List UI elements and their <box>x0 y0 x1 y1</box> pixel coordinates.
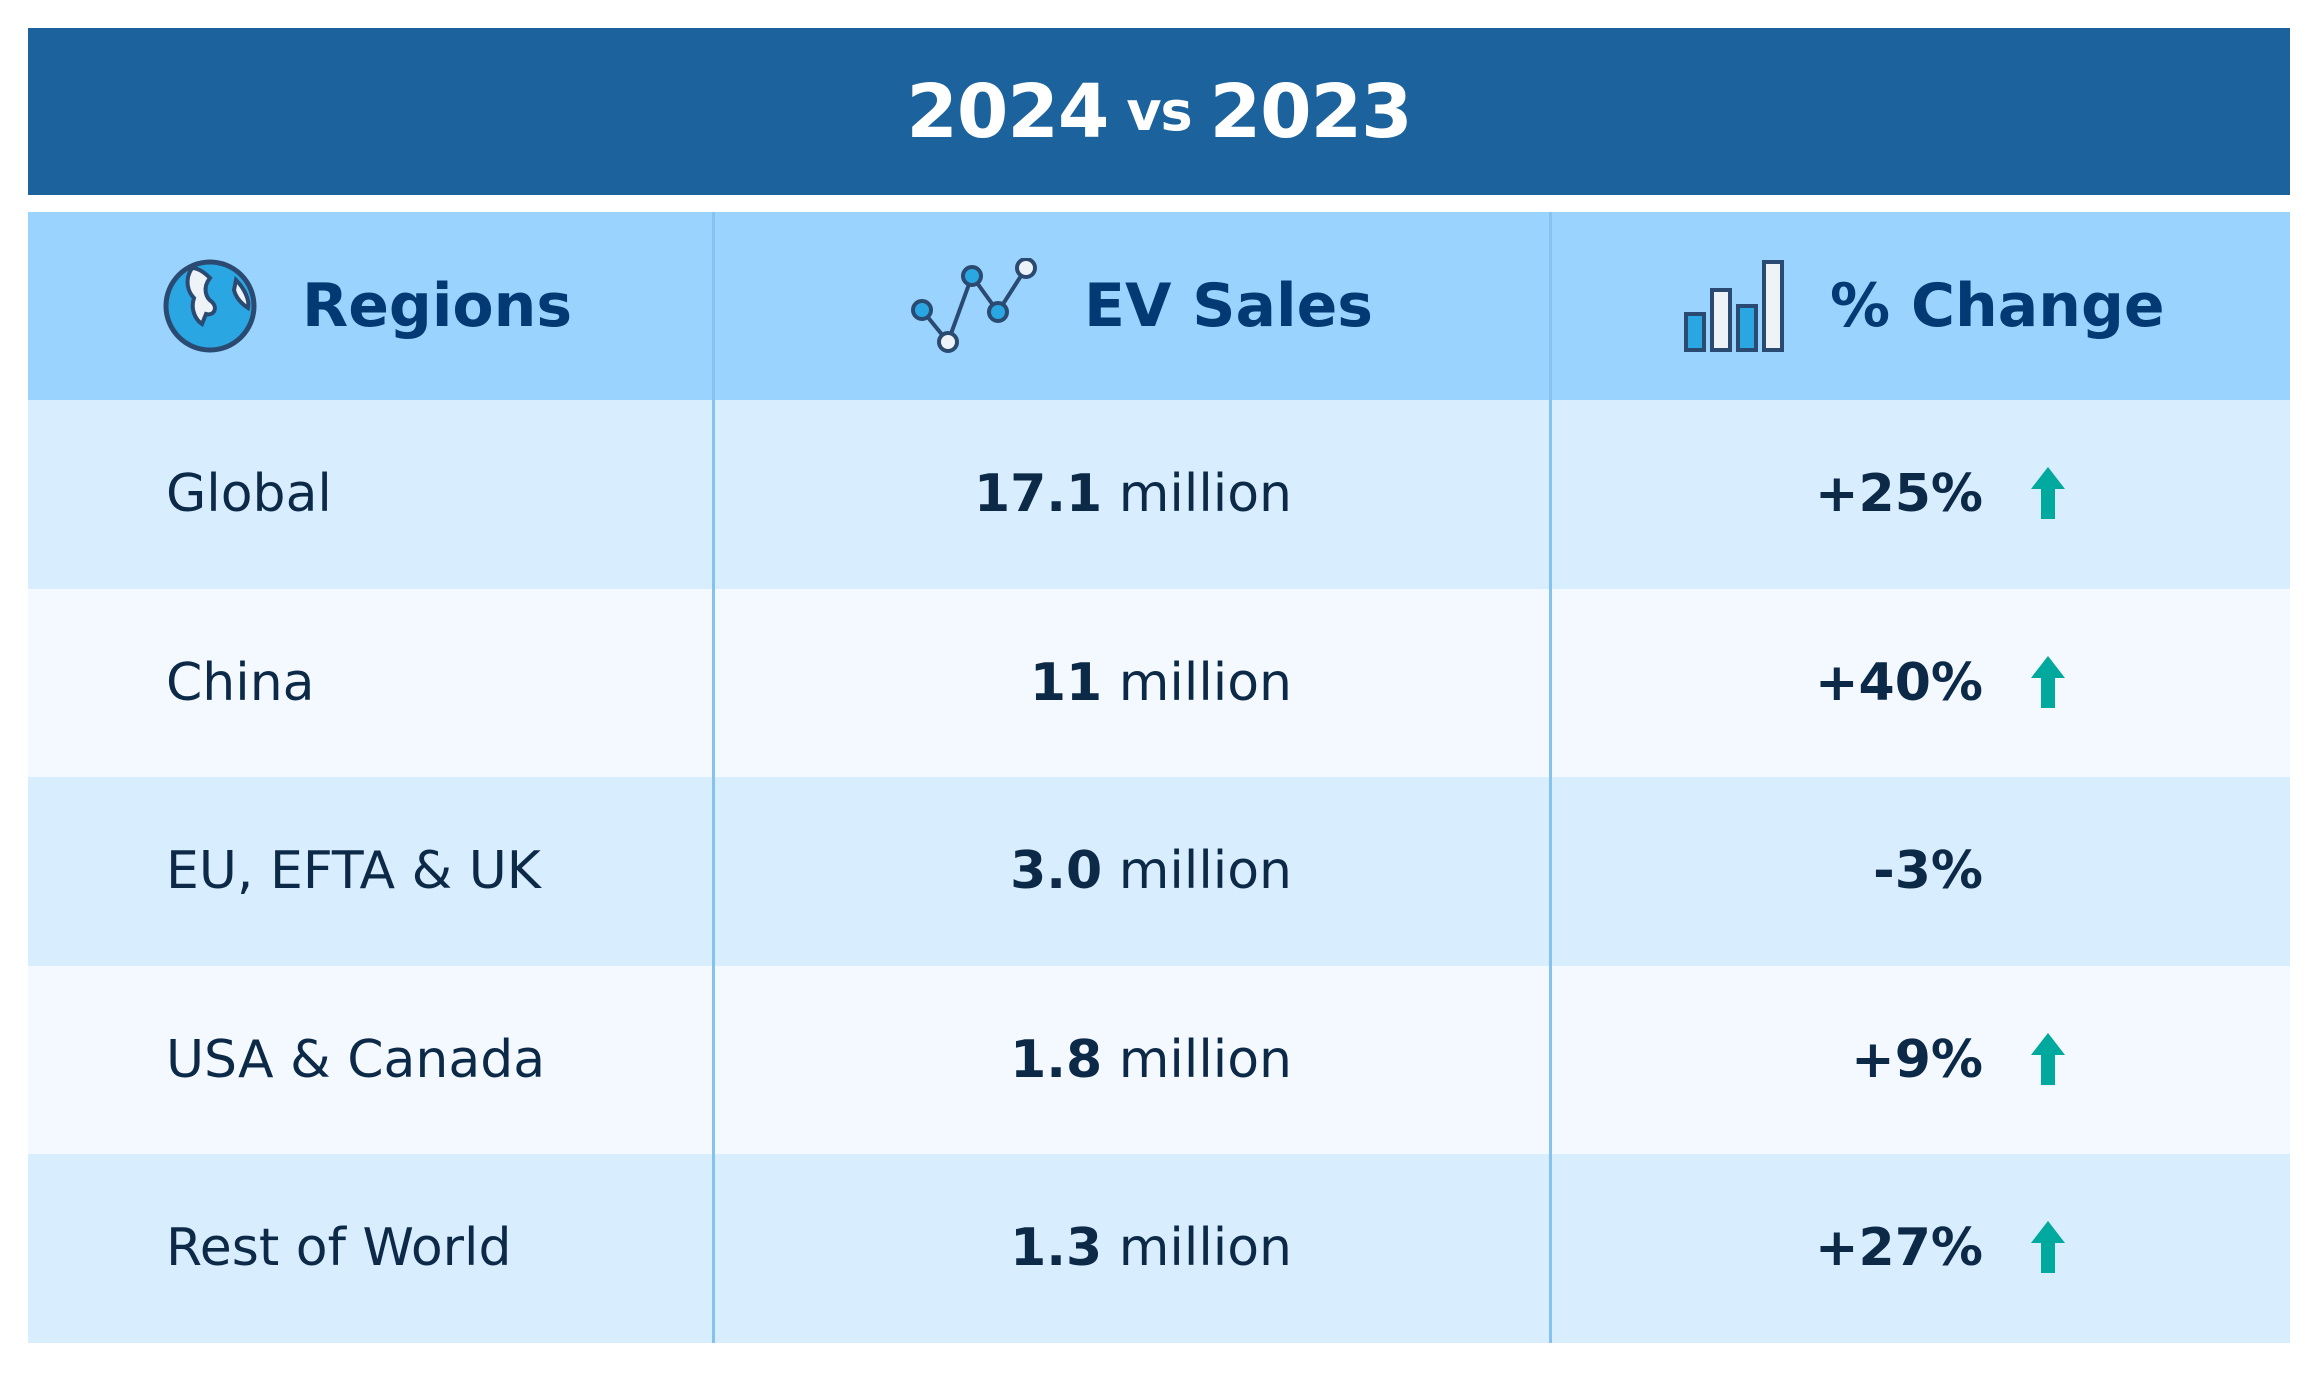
bar-chart-icon <box>1684 260 1784 352</box>
change-value: +27% <box>1814 1218 1983 1279</box>
region-cell: EU, EFTA & UK <box>28 777 715 966</box>
ev-sales-table: Regions EV Sales % Change Global <box>28 212 2290 1343</box>
region-name: China <box>166 652 315 713</box>
change-value: +40% <box>1814 652 1983 713</box>
change-cell: -3% <box>1552 777 2290 966</box>
region-cell: Rest of World <box>28 1154 715 1343</box>
sales-unit: million <box>1118 652 1292 713</box>
header-ev-sales: EV Sales <box>715 212 1552 400</box>
change-value: -3% <box>1873 841 1983 902</box>
ev-sales-cell: 1.3 million <box>715 1154 1552 1343</box>
ev-sales-cell: 11 million <box>715 588 1552 777</box>
title-vs: vs <box>1126 80 1192 143</box>
title-year-2023: 2023 <box>1209 68 1413 155</box>
change-value: +25% <box>1814 464 1983 525</box>
sales-value: 3.0 <box>1010 841 1103 902</box>
table-row: Rest of World 1.3 million +27% <box>28 1154 2290 1343</box>
table-row: USA & Canada 1.8 million +9% <box>28 965 2290 1155</box>
globe-icon <box>163 259 257 353</box>
sales-value: 11 <box>1029 652 1103 713</box>
change-cell: +27% <box>1552 1154 2290 1343</box>
region-cell: China <box>28 588 715 777</box>
up-arrow-icon <box>2031 655 2065 708</box>
sales-unit: million <box>1118 1029 1292 1090</box>
region-name: Rest of World <box>166 1218 512 1279</box>
change-value: +9% <box>1851 1029 1983 1090</box>
region-name: Global <box>166 464 332 525</box>
up-arrow-icon <box>2031 467 2065 520</box>
region-cell: Global <box>28 400 715 589</box>
up-arrow-icon <box>2031 1221 2065 1274</box>
table-row: Global 17.1 million +25% <box>28 400 2290 589</box>
line-chart-icon <box>911 258 1037 353</box>
sales-value: 1.8 <box>1010 1029 1103 1090</box>
sales-value: 17.1 <box>973 464 1103 525</box>
header-row: Regions EV Sales % Change <box>28 212 2290 400</box>
region-cell: USA & Canada <box>28 965 715 1154</box>
region-name: USA & Canada <box>166 1029 546 1090</box>
ev-sales-cell: 17.1 million <box>715 400 1552 589</box>
sales-unit: million <box>1118 1218 1292 1279</box>
sales-unit: million <box>1118 464 1292 525</box>
table-title: 2024 vs 2023 <box>28 28 2290 195</box>
table-row: EU, EFTA & UK 3.0 million -3% <box>28 777 2290 966</box>
up-arrow-icon <box>2031 1032 2065 1085</box>
change-cell: +9% <box>1552 966 2290 1155</box>
change-cell: +40% <box>1552 589 2290 778</box>
header-label: Regions <box>302 271 573 341</box>
header-regions: Regions <box>28 212 715 400</box>
change-cell: +25% <box>1552 400 2290 589</box>
ev-sales-cell: 1.8 million <box>715 965 1552 1154</box>
table-row: China 11 million +40% <box>28 588 2290 778</box>
header-label: EV Sales <box>1084 271 1373 341</box>
header-percent-change: % Change <box>1552 212 2290 400</box>
sales-unit: million <box>1118 841 1292 902</box>
sales-value: 1.3 <box>1010 1218 1103 1279</box>
header-label: % Change <box>1830 271 2165 341</box>
ev-sales-cell: 3.0 million <box>715 777 1552 966</box>
title-year-2024: 2024 <box>906 68 1109 155</box>
region-name: EU, EFTA & UK <box>166 841 541 902</box>
